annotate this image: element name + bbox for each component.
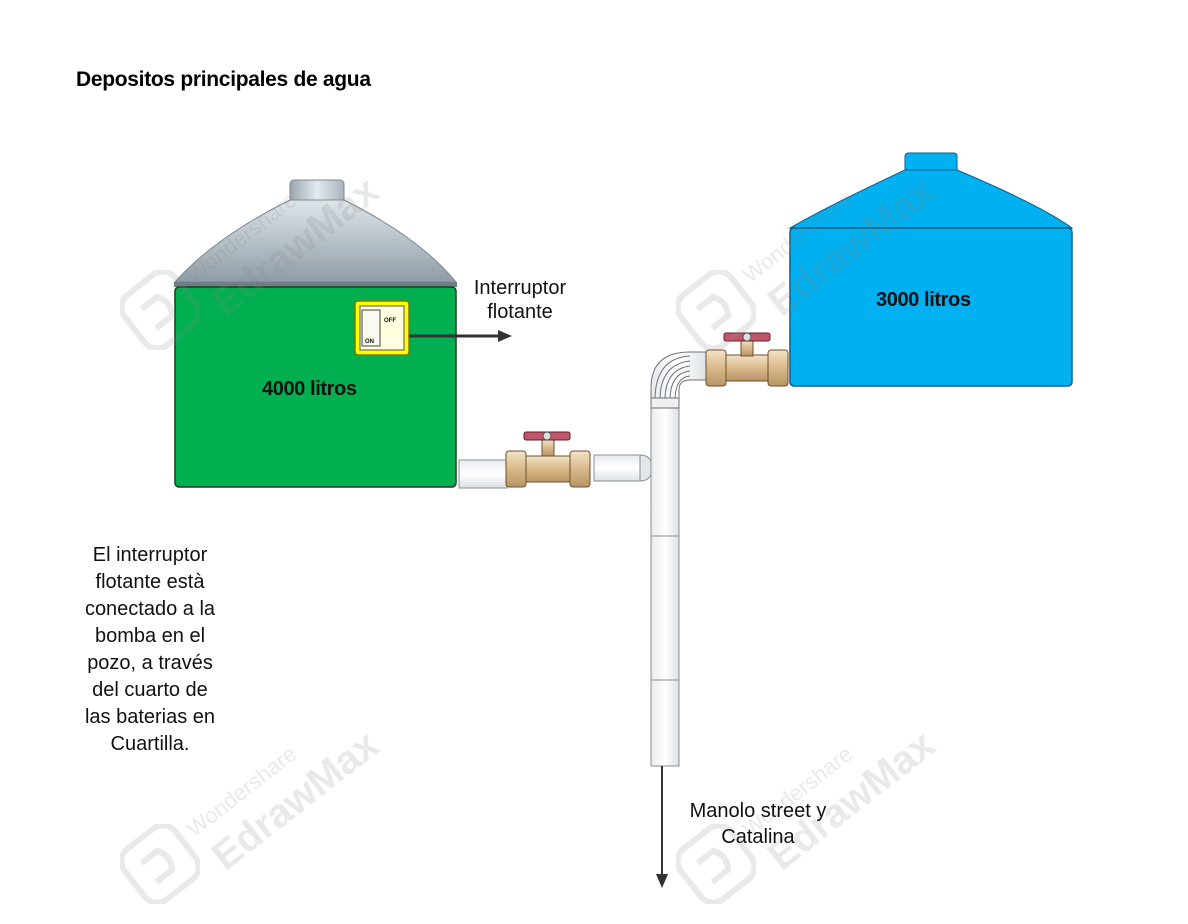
tank-4000-rim [174, 282, 457, 287]
pipe-elbow [650, 351, 707, 409]
destination-label: Manolo street y Catalina [689, 800, 827, 848]
tank-3000-roof [788, 169, 1074, 229]
float-switch-arrow [409, 330, 512, 342]
tank-4000-label: 4000 litros [262, 378, 357, 400]
destination-arrow [656, 766, 668, 888]
tank-4000-roof [173, 199, 458, 283]
page-title: Depositos principales de agua [76, 68, 371, 91]
float-switch-off-text: OFF [384, 318, 396, 324]
float-switch-label: Interruptor flotante [473, 277, 567, 323]
connector-pipe-cap [639, 454, 653, 482]
riser-pipe-middle [650, 535, 680, 681]
float-switch: ON OFF [354, 300, 410, 356]
riser-pipe-lower [650, 679, 680, 767]
float-switch-on-text: ON [365, 339, 374, 345]
float-switch-note: El interruptor flotante està conectado a… [84, 544, 216, 755]
tank-4000 [173, 179, 458, 488]
tank-3000 [788, 152, 1074, 387]
tank-3000-label: 3000 litros [876, 289, 971, 311]
connector-pipe [593, 454, 641, 482]
valve-lower[interactable] [505, 431, 591, 488]
outlet-pipe-left [458, 459, 508, 489]
valve-upper[interactable] [705, 332, 789, 387]
tank-3000-body [789, 227, 1073, 387]
riser-pipe-upper [650, 399, 680, 537]
